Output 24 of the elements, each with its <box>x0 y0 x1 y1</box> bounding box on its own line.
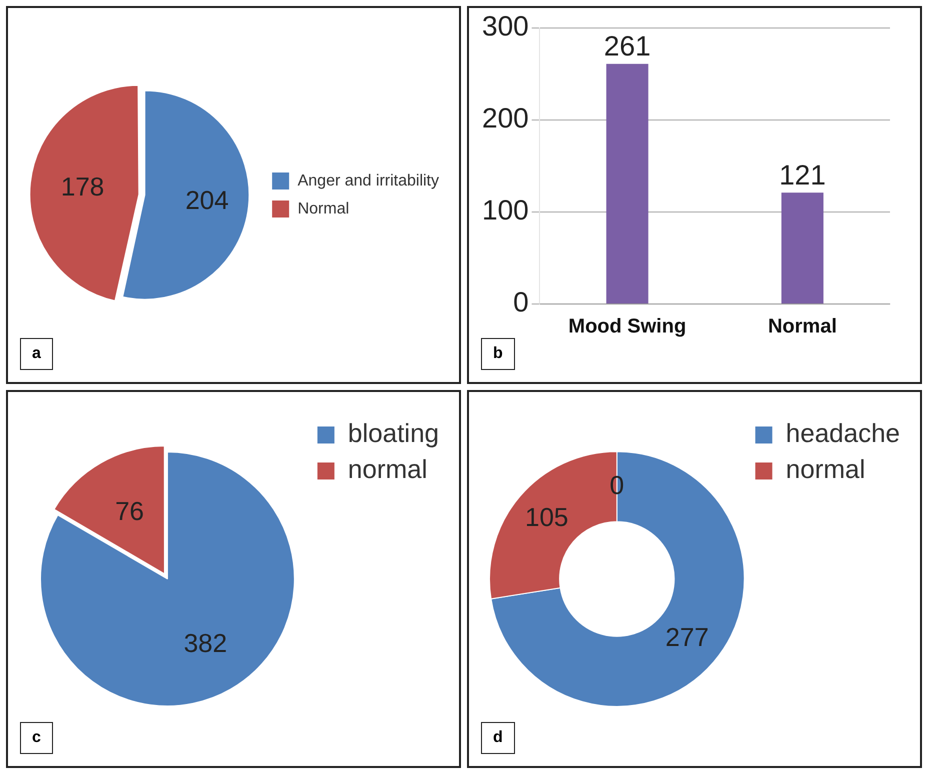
y-tick-label: 100 <box>482 194 529 226</box>
y-tick-label: 0 <box>513 286 529 318</box>
data-label: 204 <box>185 184 229 215</box>
data-label: 261 <box>604 30 651 62</box>
legend-label: Anger and irritability <box>298 172 440 190</box>
y-tick-label: 300 <box>482 10 529 42</box>
text: c <box>20 722 53 754</box>
data-label: 121 <box>779 159 826 190</box>
data-label: 76 <box>115 496 144 526</box>
legend-label: Normal <box>298 200 350 218</box>
text: a <box>20 338 53 370</box>
data-label: 277 <box>665 622 709 652</box>
data-label: 105 <box>524 502 568 532</box>
x-tick-label: Mood Swing <box>568 316 686 338</box>
data-label: 382 <box>184 628 228 658</box>
y-tick-label: 200 <box>482 102 529 134</box>
legend-label: normal <box>786 454 866 484</box>
legend-label: normal <box>348 454 428 484</box>
text: b <box>481 338 515 370</box>
legend-label: headache <box>786 418 900 448</box>
legend-label: bloating <box>348 418 439 448</box>
text: 0 <box>610 470 624 500</box>
text: d <box>481 722 515 754</box>
data-label: 178 <box>60 171 104 202</box>
